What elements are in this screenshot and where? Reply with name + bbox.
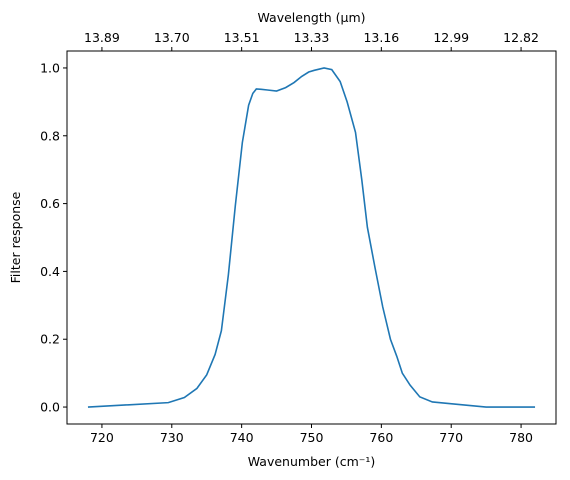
top-tick-label: 13.70 <box>154 30 190 45</box>
y-tick-label: 0.0 <box>40 400 60 415</box>
plot-area <box>66 50 557 425</box>
x-tick-label: 730 <box>160 430 184 445</box>
top-tick-label: 13.16 <box>363 30 399 45</box>
x-axis-label: Wavenumber (cm⁻¹) <box>248 454 375 469</box>
y-tick-label: 0.2 <box>40 332 60 347</box>
x-tick-label: 740 <box>230 430 254 445</box>
x-tick-label: 760 <box>369 430 393 445</box>
series-line <box>87 67 536 408</box>
top-tick-label: 13.33 <box>294 30 330 45</box>
y-tick-label: 0.8 <box>40 128 60 143</box>
top-tick-label: 13.89 <box>84 30 120 45</box>
y-tick-label: 0.6 <box>40 196 60 211</box>
y-tick-label: 0.4 <box>40 264 60 279</box>
x-tick-label: 770 <box>439 430 463 445</box>
x-tick-label: 750 <box>300 430 324 445</box>
top-axis-ticks: 13.89 13.70 13.51 13.33 13.16 12.99 12.82 <box>84 30 539 51</box>
top-tick-label: 13.51 <box>224 30 260 45</box>
top-axis-label: Wavelength (μm) <box>257 10 365 25</box>
x-tick-label: 720 <box>90 430 114 445</box>
top-tick-label: 12.99 <box>433 30 469 45</box>
y-axis-label: Filter response <box>8 191 23 283</box>
x-tick-label: 780 <box>509 430 533 445</box>
x-axis-ticks: 720 730 740 750 760 770 780 <box>90 424 533 445</box>
y-axis-ticks: 0.0 0.2 0.4 0.6 0.8 1.0 <box>40 60 67 415</box>
y-tick-label: 1.0 <box>40 60 60 75</box>
top-tick-label: 12.82 <box>503 30 539 45</box>
